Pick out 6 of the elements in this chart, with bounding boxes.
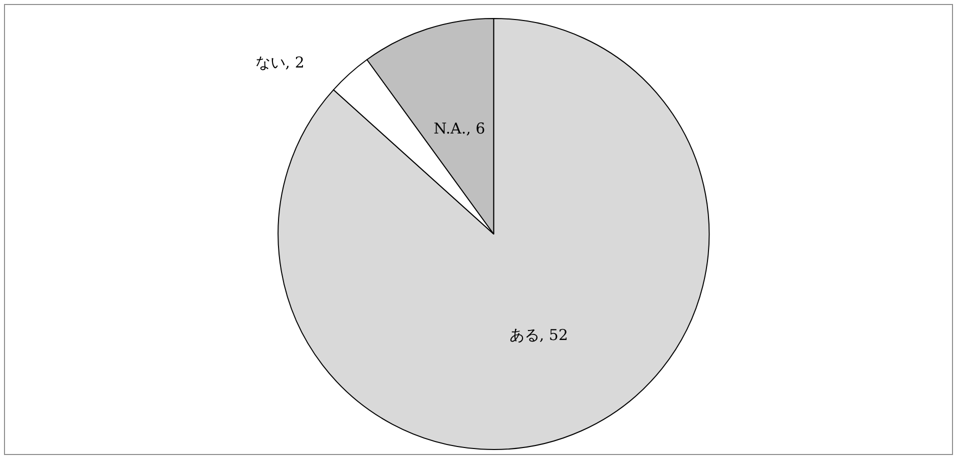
slice-label: ある [509, 326, 540, 344]
slice-label: N.A. [434, 120, 466, 138]
slice-label: ない [255, 54, 286, 72]
data-label: , 52 [539, 326, 568, 344]
data-label: , 6 [466, 120, 486, 138]
data-label: , 2 [285, 54, 304, 72]
